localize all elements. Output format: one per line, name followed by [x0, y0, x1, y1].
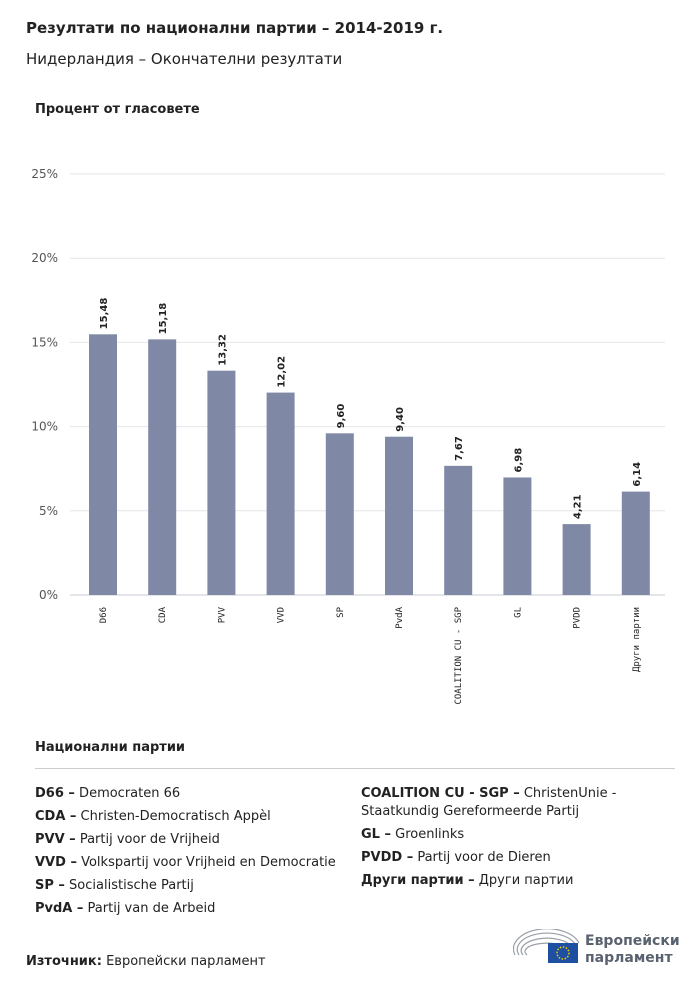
legend-item: D66 – Democraten 66 [35, 785, 180, 803]
legend-item: COALITION CU - SGP – ChristenUnie - Staa… [361, 785, 631, 821]
x-tick-label: SP [336, 606, 346, 617]
legend-name: Partij van de Arbeid [83, 901, 216, 916]
legend-name: Socialistische Partij [64, 878, 194, 893]
legend-abbr: PVV – [35, 832, 76, 847]
legend-item: CDA – Christen-Democratisch Appèl [35, 808, 271, 826]
data-label: 7,67 [454, 436, 465, 461]
x-tick-label: VVD [277, 607, 287, 623]
legend-name: ChristenUnie - Staatkundig Gereformeerde… [361, 786, 617, 819]
legend-name: Други партии [474, 873, 574, 888]
legend-abbr: Други партии – [361, 873, 475, 888]
legend-item: Други партии – Други партии [361, 872, 631, 890]
bar [562, 524, 591, 595]
y-tick-label: 5% [39, 504, 58, 518]
y-tick-label: 15% [31, 335, 58, 349]
legend-item: SP – Socialistische Partij [35, 877, 194, 895]
bar [621, 491, 650, 595]
source: Източник: Европейски парламент [26, 954, 266, 969]
legend-abbr: PVDD – [361, 850, 414, 865]
legend-item: GL – Groenlinks [361, 826, 631, 844]
legend-abbr: D66 – [35, 786, 75, 801]
legend-item: PVV – Partij voor de Vrijheid [35, 831, 220, 849]
legend-name: Volkspartij voor Vrijheid en Democratie [76, 855, 336, 870]
source-value: Европейски парламент [106, 954, 266, 969]
legend-name: Partij voor de Dieren [413, 850, 551, 865]
ep-logo: Европейски парламент [512, 928, 683, 969]
bar [325, 433, 354, 595]
data-label: 9,40 [395, 407, 406, 432]
bar [207, 370, 236, 595]
x-tick-label: Други партии [632, 607, 642, 672]
legend-name: Christen-Democratisch Appèl [76, 809, 271, 824]
logo-line2: парламент [585, 950, 673, 966]
source-label: Източник: [26, 954, 102, 969]
legend-name: Groenlinks [390, 827, 465, 842]
legend-item: PvdA – Partij van de Arbeid [35, 900, 215, 918]
legend-abbr: SP – [35, 878, 65, 893]
chart-subtitle: Нидерландия – Окончателни резултати [26, 50, 343, 68]
x-tick-label: PVV [217, 606, 227, 623]
bar [266, 392, 295, 595]
y-tick-label: 10% [31, 420, 58, 434]
bar-chart: 0% 5% 10% 15% 20% 25% 15,48 D66 15,18 CDA 13,32 PVV… [31, 167, 665, 705]
x-tick-label: COALITION CU - SGP [454, 606, 464, 704]
legend-abbr: CDA – [35, 809, 77, 824]
legend-item: PVDD – Partij voor de Dieren [361, 849, 631, 867]
legend-abbr: COALITION CU - SGP – [361, 786, 520, 801]
y-tick-label: 0% [39, 588, 58, 602]
parliament-hemicycle-icon [512, 928, 580, 963]
y-axis-label: Процент от гласовете [35, 102, 200, 117]
legend-abbr: GL – [361, 827, 391, 842]
y-tick-label: 20% [31, 251, 58, 265]
divider [35, 768, 675, 769]
bar [444, 465, 473, 595]
logo-line1: Европейски [585, 933, 680, 949]
data-label: 15,18 [158, 303, 169, 335]
data-label: 13,32 [217, 334, 228, 366]
data-label: 4,21 [573, 494, 584, 519]
data-label: 15,48 [99, 298, 110, 330]
x-tick-label: PVDD [573, 607, 583, 629]
y-tick-label: 25% [31, 167, 58, 181]
data-label: 6,98 [513, 448, 524, 473]
legend-abbr: PvdA – [35, 901, 84, 916]
data-label: 12,02 [277, 356, 288, 388]
bar [503, 477, 532, 595]
bar [385, 436, 413, 595]
data-label: 9,60 [336, 404, 347, 429]
bar [148, 339, 177, 595]
legend-name: Democraten 66 [74, 786, 181, 801]
x-tick-label: PvdA [395, 606, 405, 628]
x-tick-label: CDA [158, 606, 168, 623]
x-tick-label: GL [513, 607, 523, 618]
chart-title: Резултати по национални партии – 2014-20… [26, 19, 444, 37]
legend-name: Partij voor de Vrijheid [75, 832, 220, 847]
x-tick-label: D66 [99, 607, 109, 623]
legend-abbr: VVD – [35, 855, 77, 870]
legend-title: Национални партии [35, 740, 186, 755]
bar [89, 334, 117, 595]
legend-item: VVD – Volkspartij voor Vrijheid en Democ… [35, 854, 336, 872]
data-label: 6,14 [632, 462, 643, 487]
